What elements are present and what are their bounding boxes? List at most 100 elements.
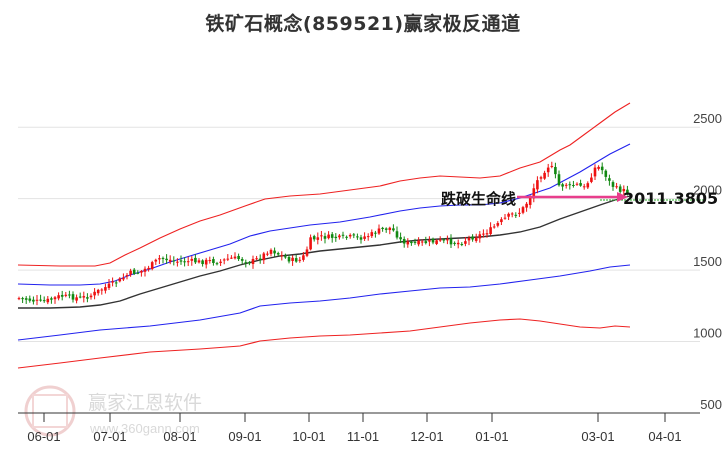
outer-lower-band [17,318,631,369]
candle-up [226,258,230,260]
candle-up [266,253,269,255]
candle-up [482,233,485,235]
candle-up [406,241,410,245]
candle-up [550,165,554,167]
candle-down [618,186,622,192]
candle-down [572,184,575,186]
candle-up [82,296,86,298]
candle-up [597,166,600,169]
candle-down [442,239,446,241]
candle-up [532,188,536,199]
candle-down [237,255,240,260]
candle-up [251,258,255,265]
y-tick-label: 2500 [693,111,722,126]
candle-up [46,298,50,303]
candle-up [140,271,143,273]
candle-up [255,258,258,260]
breakdown-label: 跌破生命线 [441,190,516,208]
candle-up [500,219,503,223]
candle-down [21,298,24,300]
candle-up [186,261,190,263]
candle-up [125,275,129,277]
candle-up [485,233,489,235]
candle-up [93,291,96,296]
candle-up [111,281,114,283]
gridlines [18,126,700,343]
x-tick-label: 04-01 [648,429,681,444]
candle-down [356,236,359,238]
y-tick-label: 1500 [693,254,722,269]
candle-down [384,228,388,230]
candle-down [334,236,338,239]
candle-up [338,235,341,238]
candle-up [204,259,208,265]
candle-up [122,277,125,280]
candle-down [78,296,82,298]
candle-down [399,237,402,240]
inner-upper-band [17,143,631,286]
candle-up [57,295,60,299]
candle-up [467,237,471,241]
candle-up [474,237,478,241]
lifeline-value-label: 2011.3805 [623,189,718,208]
candle-down [557,174,561,186]
candle-up [582,186,586,188]
candle-up [309,237,312,250]
candle-down [183,261,186,263]
candle-down [284,256,287,258]
candle-up [291,257,294,261]
candle-up [456,242,460,245]
candle-down [561,184,564,187]
channel-bands [17,102,631,369]
x-tick-label: 06-01 [27,429,60,444]
y-tick-label: 1000 [693,326,722,341]
chart-title: 铁矿石概念(859521)赢家极反通道 [205,13,521,35]
x-tick-label: 10-01 [292,429,325,444]
candle-down [194,257,197,263]
candle-down [68,294,71,296]
candle-down [381,227,384,229]
candle-down [600,166,604,171]
candle-down [39,299,42,301]
candle-up [316,237,320,240]
candle-up [370,232,374,237]
candle-up [17,298,21,300]
candle-up [305,249,309,256]
arrow-head-icon [617,192,628,202]
candle-up [564,184,568,186]
candle-up [147,267,150,270]
candle-down [161,257,165,259]
candle-down [579,183,582,186]
candle-down [374,232,377,234]
x-tick-label: 08-01 [163,429,196,444]
candle-up [363,236,366,239]
candle-down [287,256,291,262]
candle-down [402,238,406,244]
candle-down [179,260,183,262]
candle-down [471,236,474,240]
candle-up [615,186,618,188]
candle-down [359,237,363,240]
candle-down [132,269,136,275]
candle-up [89,295,93,298]
candle-up [543,172,546,179]
candle-down [215,263,219,265]
candle-up [575,183,579,185]
candle-up [539,177,543,179]
candle-up [546,167,550,173]
candle-up [327,234,330,239]
candle-down [460,244,464,246]
candle-down [568,184,572,186]
candle-up [377,228,381,234]
outer-upper-band [17,102,631,267]
watermark-brand: 赢家江恩软件 [88,392,202,414]
candle-down [453,242,456,244]
candle-up [428,240,431,242]
candle-up [622,188,626,192]
candle-down [172,260,176,262]
candle-up [75,297,78,301]
candlesticks [17,161,629,306]
candle-down [345,236,348,238]
candle-up [593,167,597,177]
candle-down [608,178,611,181]
